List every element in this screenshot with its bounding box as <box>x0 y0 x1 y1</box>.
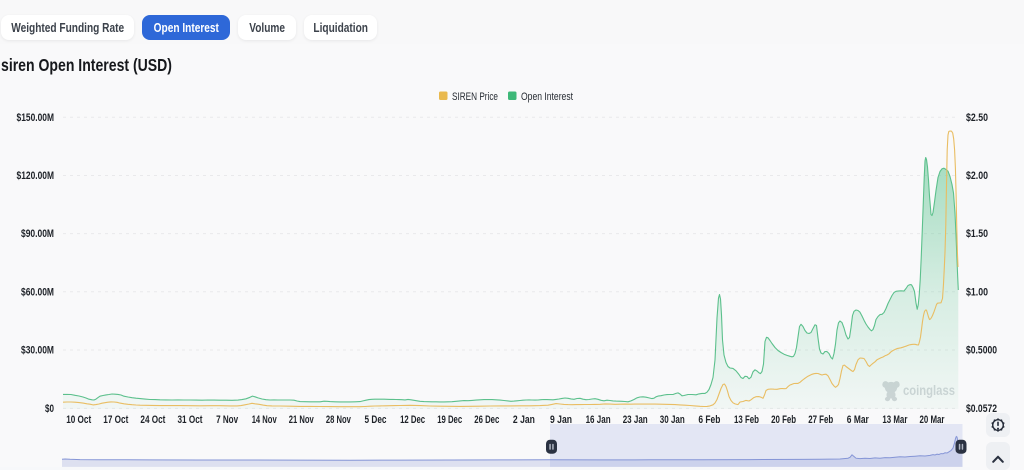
svg-text:$90.00M: $90.00M <box>21 228 54 240</box>
svg-text:27 Feb: 27 Feb <box>808 414 833 426</box>
svg-text:$2.50: $2.50 <box>966 112 988 124</box>
svg-text:$0.5000: $0.5000 <box>966 345 997 357</box>
svg-text:14 Nov: 14 Nov <box>252 414 277 426</box>
svg-text:$120.00M: $120.00M <box>17 170 55 182</box>
svg-text:23 Jan: 23 Jan <box>623 414 648 426</box>
svg-text:30 Jan: 30 Jan <box>660 414 685 426</box>
svg-text:6 Feb: 6 Feb <box>698 414 720 426</box>
svg-text:21 Nov: 21 Nov <box>289 414 314 426</box>
svg-text:10 Oct: 10 Oct <box>66 414 91 426</box>
svg-text:$0: $0 <box>45 403 54 415</box>
svg-text:24 Oct: 24 Oct <box>140 414 165 426</box>
svg-text:16 Jan: 16 Jan <box>586 414 611 426</box>
svg-text:$1.50: $1.50 <box>966 228 988 240</box>
svg-text:7 Nov: 7 Nov <box>216 414 238 426</box>
svg-text:13 Feb: 13 Feb <box>734 414 759 426</box>
svg-text:$2.00: $2.00 <box>966 170 988 182</box>
svg-text:13 Mar: 13 Mar <box>882 414 907 426</box>
svg-text:siren Open Interest (USD): siren Open Interest (USD) <box>1 55 172 75</box>
svg-text:28 Nov: 28 Nov <box>326 414 351 426</box>
svg-text:2 Jan: 2 Jan <box>513 414 535 426</box>
svg-text:$30.00M: $30.00M <box>21 345 54 357</box>
svg-text:$1.00: $1.00 <box>966 286 988 298</box>
svg-text:$0.0572: $0.0572 <box>966 403 997 415</box>
svg-text:9 Jan: 9 Jan <box>550 414 572 426</box>
svg-text:Open Interest: Open Interest <box>521 91 573 103</box>
svg-text:31 Oct: 31 Oct <box>178 414 203 426</box>
svg-text:12 Dec: 12 Dec <box>400 414 425 426</box>
svg-text:$150.00M: $150.00M <box>17 112 55 124</box>
svg-text:20 Feb: 20 Feb <box>771 414 796 426</box>
svg-text:20 Mar: 20 Mar <box>920 414 945 426</box>
svg-text:SIREN Price: SIREN Price <box>452 91 498 103</box>
svg-text:17 Oct: 17 Oct <box>103 414 128 426</box>
svg-text:6 Mar: 6 Mar <box>847 414 869 426</box>
svg-text:$60.00M: $60.00M <box>21 286 54 298</box>
svg-text:19 Dec: 19 Dec <box>437 414 462 426</box>
svg-text:5 Dec: 5 Dec <box>365 414 387 426</box>
svg-text:26 Dec: 26 Dec <box>474 414 499 426</box>
